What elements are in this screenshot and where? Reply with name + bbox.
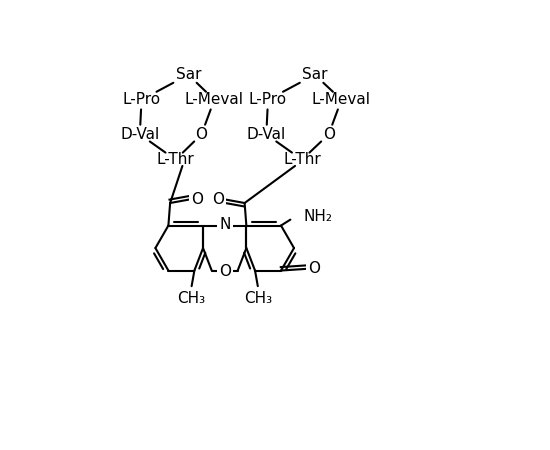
Text: L-Pro: L-Pro bbox=[249, 92, 287, 107]
Text: L-Thr: L-Thr bbox=[283, 152, 321, 167]
Text: D-Val: D-Val bbox=[246, 127, 286, 142]
Text: D-Val: D-Val bbox=[120, 127, 160, 142]
Text: NH₂: NH₂ bbox=[304, 209, 333, 225]
Text: O: O bbox=[212, 192, 224, 207]
Text: L-Meval: L-Meval bbox=[185, 92, 244, 107]
Text: O: O bbox=[219, 264, 230, 279]
Text: Sar: Sar bbox=[302, 68, 328, 82]
Text: O: O bbox=[191, 192, 203, 207]
Text: CH₃: CH₃ bbox=[244, 291, 272, 306]
Text: L-Pro: L-Pro bbox=[123, 92, 161, 107]
Text: Sar: Sar bbox=[175, 68, 201, 82]
Text: O: O bbox=[195, 127, 207, 142]
Text: N: N bbox=[219, 217, 230, 232]
Text: CH₃: CH₃ bbox=[178, 291, 206, 306]
Text: L-Thr: L-Thr bbox=[157, 152, 194, 167]
Text: L-Meval: L-Meval bbox=[312, 92, 371, 107]
Text: O: O bbox=[309, 261, 321, 276]
Text: O: O bbox=[323, 127, 334, 142]
